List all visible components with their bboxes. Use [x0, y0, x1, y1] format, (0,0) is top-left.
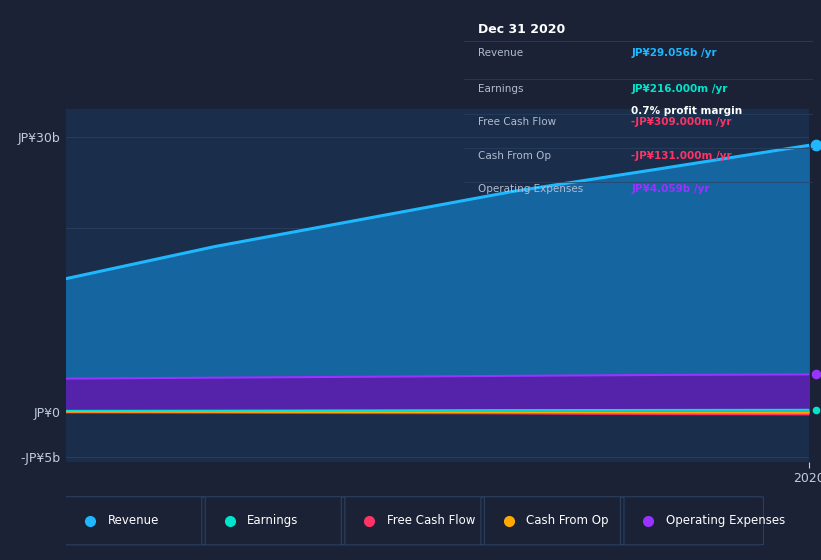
Text: 0.7% profit margin: 0.7% profit margin — [631, 106, 742, 116]
Text: Free Cash Flow: Free Cash Flow — [387, 514, 475, 528]
Text: JP¥29.056b /yr: JP¥29.056b /yr — [631, 48, 717, 58]
Text: Revenue: Revenue — [108, 514, 159, 528]
Text: Earnings: Earnings — [478, 84, 523, 94]
Text: Cash From Op: Cash From Op — [478, 151, 551, 161]
Text: Earnings: Earnings — [247, 514, 299, 528]
Text: Operating Expenses: Operating Expenses — [478, 184, 583, 194]
Text: Dec 31 2020: Dec 31 2020 — [478, 24, 565, 36]
Point — [810, 405, 821, 414]
Point — [810, 370, 821, 379]
Text: Free Cash Flow: Free Cash Flow — [478, 118, 556, 128]
Text: -JP¥309.000m /yr: -JP¥309.000m /yr — [631, 118, 732, 128]
Text: Operating Expenses: Operating Expenses — [666, 514, 785, 528]
Point — [810, 141, 821, 150]
Text: -JP¥131.000m /yr: -JP¥131.000m /yr — [631, 151, 732, 161]
Text: JP¥4.059b /yr: JP¥4.059b /yr — [631, 184, 710, 194]
Text: Cash From Op: Cash From Op — [526, 514, 608, 528]
Text: JP¥216.000m /yr: JP¥216.000m /yr — [631, 84, 727, 94]
Text: Revenue: Revenue — [478, 48, 523, 58]
